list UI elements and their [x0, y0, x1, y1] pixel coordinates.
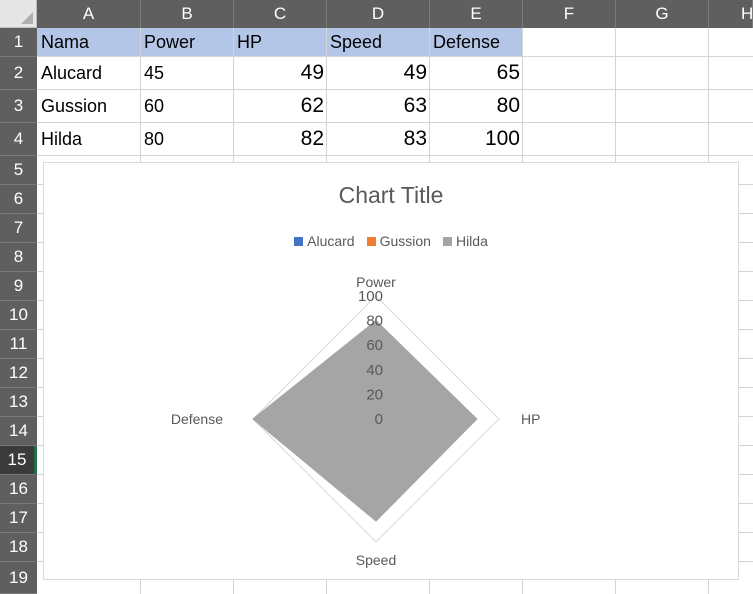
radar-axis-tick-label: 20 [366, 386, 383, 403]
cell-hp[interactable]: 62 [300, 94, 324, 117]
row-header-14[interactable]: 14 [0, 417, 37, 446]
cell-name[interactable]: Gussion [41, 96, 108, 116]
row-header-1[interactable]: 1 [0, 28, 37, 57]
row-header-5[interactable]: 5 [0, 156, 37, 185]
cell-e1-header-defense[interactable]: Defense [433, 32, 501, 52]
chart-title[interactable]: Chart Title [338, 182, 444, 208]
radar-axis-tick-label: 80 [366, 313, 383, 330]
radar-category-label-hp: HP [521, 411, 540, 427]
gridline [37, 89, 753, 90]
row-header-16[interactable]: 16 [0, 475, 37, 504]
legend-swatch-alucard [294, 236, 304, 246]
radar-category-label-defense: Defense [171, 411, 223, 427]
radar-axis-tick-label: 60 [366, 337, 383, 354]
row-header-7[interactable]: 7 [0, 214, 37, 243]
row-header-15[interactable]: 15 [0, 446, 37, 475]
chart-legend[interactable]: Alucard Gussion Hilda [44, 233, 738, 249]
radar-category-label-speed: Speed [356, 552, 396, 568]
row-header-10[interactable]: 10 [0, 301, 37, 330]
radar-axis-tick-label: 40 [366, 362, 383, 379]
radar-series-hilda[interactable] [252, 319, 478, 522]
gridline [37, 155, 753, 156]
row-header-8[interactable]: 8 [0, 243, 37, 272]
row-header-11[interactable]: 11 [0, 330, 37, 359]
cell-hp[interactable]: 82 [300, 127, 324, 150]
cell-c1-header-hp[interactable]: HP [237, 32, 263, 52]
row-header-17[interactable]: 17 [0, 504, 37, 533]
row-header-4[interactable]: 4 [0, 123, 37, 156]
radar-category-label-power: Power [356, 274, 396, 290]
cell-name[interactable]: Hilda [41, 129, 83, 149]
legend-item-alucard[interactable]: Alucard [294, 233, 355, 249]
column-header-g[interactable]: G [616, 0, 709, 28]
cell-defense[interactable]: 65 [496, 61, 520, 84]
column-header-c[interactable]: C [234, 0, 327, 28]
cell-d1-header-speed[interactable]: Speed [330, 32, 383, 52]
select-all-corner[interactable] [0, 0, 37, 28]
cell-power[interactable]: 60 [144, 96, 165, 116]
cell-b1-header-power[interactable]: Power [144, 32, 196, 52]
column-header-d[interactable]: D [327, 0, 430, 28]
cell-speed[interactable]: 83 [403, 127, 427, 150]
row-header-3[interactable]: 3 [0, 90, 37, 123]
cell-hp[interactable]: 49 [300, 61, 324, 84]
legend-swatch-gussion [366, 236, 376, 246]
cell-name[interactable]: Alucard [41, 63, 103, 83]
gridline [37, 122, 753, 123]
legend-label-hilda: Hilda [455, 233, 488, 249]
column-header-h[interactable]: H [709, 0, 753, 28]
radar-axis-tick-label: 0 [375, 411, 383, 428]
row-header-12[interactable]: 12 [0, 359, 37, 388]
cell-defense[interactable]: 100 [484, 127, 520, 150]
cell-power[interactable]: 80 [144, 129, 165, 149]
column-header-e[interactable]: E [430, 0, 523, 28]
legend-label-alucard: Alucard [307, 233, 355, 249]
radar-chart[interactable]: Chart Title Alucard Gussion Hilda 0 20 40 6… [43, 162, 739, 580]
cell-speed[interactable]: 49 [403, 61, 427, 84]
row-header-13[interactable]: 13 [0, 388, 37, 417]
header-row-fill [37, 28, 523, 56]
cell-power[interactable]: 45 [144, 63, 165, 83]
column-header-a[interactable]: A [37, 0, 141, 28]
row-header-18[interactable]: 18 [0, 533, 37, 562]
row-header-9[interactable]: 9 [0, 272, 37, 301]
gridline [37, 56, 753, 57]
legend-label-gussion: Gussion [379, 233, 431, 249]
cell-defense[interactable]: 80 [496, 94, 520, 117]
select-all-triangle-icon [21, 12, 33, 24]
radar-axis-tick-label: 100 [358, 288, 383, 305]
legend-swatch-hilda [442, 236, 452, 246]
column-header-f[interactable]: F [523, 0, 616, 28]
legend-item-hilda[interactable]: Hilda [442, 233, 488, 249]
row-header-19[interactable]: 19 [0, 562, 37, 594]
row-header-2[interactable]: 2 [0, 57, 37, 90]
legend-item-gussion[interactable]: Gussion [366, 233, 431, 249]
row-header-6[interactable]: 6 [0, 185, 37, 214]
cell-speed[interactable]: 63 [403, 94, 427, 117]
column-header-b[interactable]: B [141, 0, 234, 28]
radar-gridline-outer [252, 295, 500, 543]
cell-a1-header-nama[interactable]: Nama [41, 32, 90, 52]
